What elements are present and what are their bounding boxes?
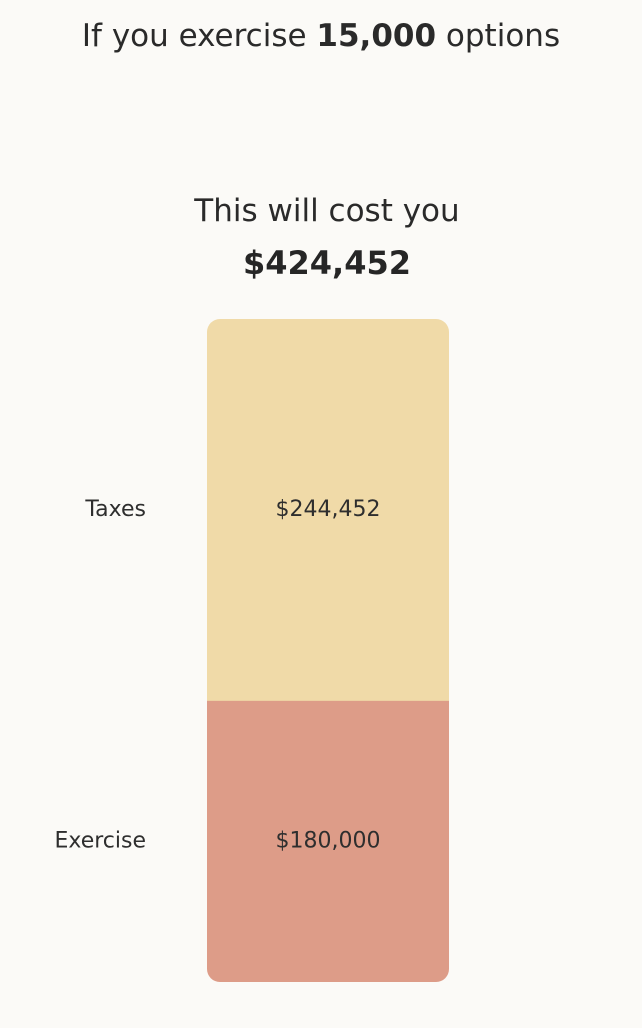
headline-suffix: options (436, 18, 561, 54)
value-label-exercise: $180,000 (276, 828, 381, 853)
cost-total: $424,452 (242, 244, 411, 282)
category-label-taxes: Taxes (84, 497, 146, 522)
options-quantity: 15,000 (316, 18, 437, 54)
bar-segment-exercise (207, 700, 449, 982)
headline: If you exercise 15,000 options (0, 14, 642, 58)
value-label-taxes: $244,452 (276, 497, 381, 522)
headline-prefix: If you exercise (81, 18, 317, 54)
category-label-exercise: Exercise (54, 828, 146, 853)
bar-segment-taxes (207, 319, 449, 702)
cost-label: This will cost you (194, 193, 460, 229)
